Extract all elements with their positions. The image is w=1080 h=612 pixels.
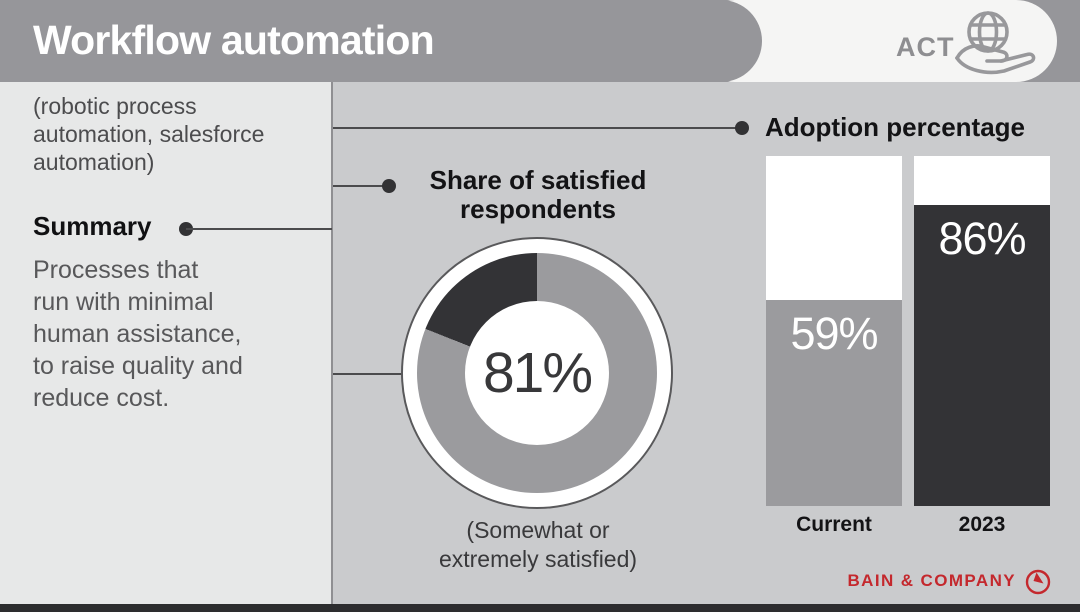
- donut-connector-line: [333, 373, 403, 375]
- bar-value-label: 59%: [790, 307, 878, 359]
- bar-category-label: Current: [796, 513, 872, 536]
- sidebar-subtitle: (robotic process automation, salesforce …: [33, 93, 265, 175]
- panel-divider-line: [331, 82, 333, 604]
- bar-fill: 86%: [914, 205, 1050, 506]
- summary-callout-line: [186, 228, 332, 230]
- bain-wordmark: BAIN & COMPANY: [847, 571, 1016, 590]
- summary-label: Summary: [33, 211, 152, 241]
- globe-in-hand-icon: [950, 6, 1038, 85]
- bar-value-label: 86%: [938, 213, 1026, 264]
- page-title: Workflow automation: [33, 17, 435, 63]
- bar-fill: 59%: [766, 299, 902, 506]
- bain-compass-icon: [1024, 568, 1052, 601]
- adoption-chart-title: Adoption percentage: [765, 112, 1026, 142]
- adoption-callout-line: [333, 127, 739, 129]
- bar-track: 59%: [766, 156, 902, 506]
- sidebar: [0, 82, 331, 604]
- bar-track: 86%: [914, 156, 1050, 506]
- donut-callout-line: [333, 185, 383, 187]
- act-badge-label: ACT: [896, 32, 955, 62]
- donut-chart-title: Share of satisfied respondents: [429, 165, 647, 224]
- donut-callout-dot: [382, 179, 396, 193]
- donut-note: (Somewhat or extremely satisfied): [438, 517, 638, 572]
- adoption-callout-dot: [735, 121, 749, 135]
- donut-center-label: 81%: [482, 341, 593, 405]
- bottom-bar: [0, 604, 1080, 612]
- summary-text: Processes that run with minimal human as…: [33, 256, 243, 412]
- bar-category-label: 2023: [958, 513, 1006, 536]
- header-band: [0, 0, 762, 82]
- donut-center-circle: 81%: [465, 301, 609, 445]
